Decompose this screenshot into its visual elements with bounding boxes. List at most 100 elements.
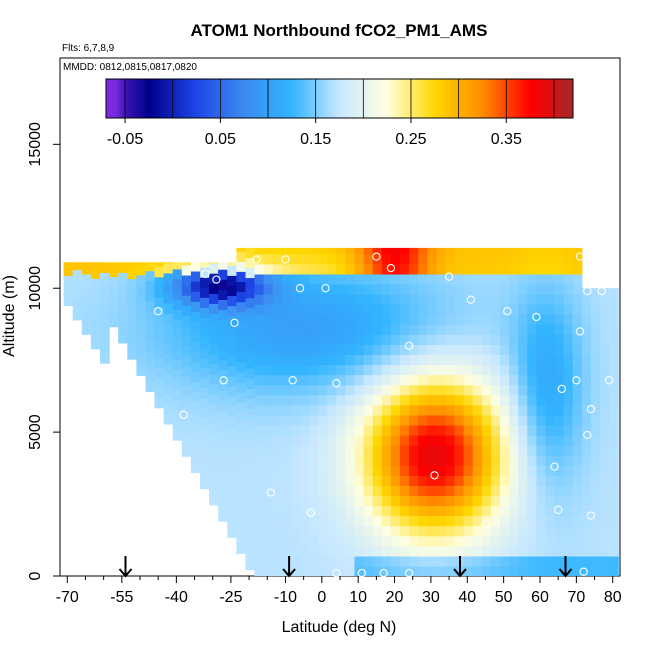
heatmap-cell: [518, 465, 528, 476]
heatmap-cell: [381, 273, 392, 285]
heatmap-cell: [300, 555, 310, 567]
heatmap-cell: [209, 404, 219, 415]
heatmap-cell: [372, 374, 383, 386]
heatmap-cell: [209, 414, 219, 425]
heatmap-cell: [245, 509, 256, 520]
colorbar-segment: [251, 79, 256, 118]
heatmap-cell: [563, 515, 574, 527]
heatmap-cell: [72, 279, 83, 291]
heatmap-cell: [354, 374, 365, 386]
heatmap-cell: [236, 301, 247, 313]
heatmap-cell: [500, 354, 510, 366]
heatmap-cell: [445, 424, 456, 436]
heatmap-cell: [300, 304, 310, 315]
colorbar-segment: [301, 79, 305, 118]
heatmap-cell: [63, 265, 74, 276]
heatmap-cell: [190, 381, 201, 393]
heatmap-cell: [509, 485, 519, 497]
heatmap-cell: [290, 445, 301, 456]
heatmap-cell: [472, 364, 483, 376]
heatmap-cell: [81, 273, 92, 285]
heatmap-cell: [581, 515, 592, 527]
heatmap-cell: [409, 294, 419, 305]
flight-point: [430, 471, 439, 480]
heatmap-cell: [472, 565, 483, 576]
heatmap-cell: [372, 394, 383, 406]
colorbar-segment: [570, 79, 574, 118]
heatmap-cell: [109, 276, 119, 288]
heatmap-cell: [554, 334, 565, 345]
heatmap-cell: [227, 386, 237, 397]
heatmap-cell: [327, 294, 337, 305]
heatmap-cell: [281, 273, 292, 285]
heatmap-cell: [490, 283, 501, 295]
heatmap-cell: [181, 345, 192, 357]
colorbar-segment: [260, 79, 265, 118]
heatmap-cell: [581, 414, 592, 426]
heatmap-field: [63, 247, 619, 576]
heatmap-cell: [581, 445, 592, 456]
heatmap-cell: [181, 335, 192, 346]
heatmap-cell: [327, 424, 337, 436]
heatmap-cell: [363, 495, 374, 507]
heatmap-cell: [363, 465, 374, 476]
heatmap-cell: [318, 334, 328, 345]
colorbar-segment: [514, 79, 519, 118]
heatmap-cell: [372, 495, 383, 507]
heatmap-cell: [581, 505, 592, 517]
heatmap-cell: [281, 263, 292, 275]
heatmap-cell: [200, 357, 210, 369]
heatmap-cell: [427, 247, 437, 255]
heatmap-cell: [436, 263, 447, 275]
heatmap-cell: [300, 414, 310, 426]
heatmap-cell: [400, 424, 410, 436]
heatmap-cell: [527, 263, 537, 275]
heatmap-cell: [263, 485, 274, 497]
heatmap-cell: [454, 465, 465, 476]
heatmap-cell: [609, 364, 619, 376]
heatmap-cell: [572, 364, 583, 376]
heatmap-cell: [554, 515, 565, 527]
heatmap-cell: [563, 283, 574, 295]
heatmap-cell: [309, 294, 319, 305]
heatmap-cell: [372, 304, 383, 315]
colorbar: -0.05 0.05 0.15 0.25 0.35: [105, 78, 574, 148]
heatmap-cell: [100, 272, 110, 284]
heatmap-cell: [390, 354, 401, 366]
heatmap-cell: [427, 364, 437, 376]
heatmap-cell: [154, 357, 165, 368]
colorbar-tick-label: 0.05: [205, 131, 236, 148]
heatmap-cell: [436, 334, 447, 345]
heatmap-cell: [600, 555, 610, 567]
heatmap-cell: [472, 495, 483, 507]
heatmap-cell: [554, 505, 565, 517]
latitude-arrow: [558, 556, 573, 578]
heatmap-cell: [272, 324, 283, 335]
heatmap-cell: [354, 394, 365, 406]
heatmap-cell: [518, 273, 528, 285]
heatmap-cell: [463, 344, 474, 355]
heatmap-cell: [254, 263, 265, 275]
heatmap-cell: [518, 384, 528, 396]
heatmap-cell: [472, 525, 483, 537]
heatmap-cell: [400, 283, 410, 295]
heatmap-cell: [563, 314, 574, 325]
colorbar-segment: [211, 79, 215, 118]
heatmap-cell: [272, 404, 283, 416]
heatmap-cell: [236, 362, 247, 373]
heatmap-cell: [318, 374, 328, 386]
colorbar-segment: [567, 79, 571, 118]
heatmap-cell: [563, 525, 574, 537]
heatmap-cell: [472, 384, 483, 396]
heatmap-cell: [354, 354, 365, 366]
heatmap-cell: [363, 283, 374, 295]
colorbar-tick-label: 0.15: [300, 131, 331, 148]
heatmap-cell: [300, 404, 310, 416]
heatmap-cell: [381, 445, 392, 456]
heatmap-cell: [309, 424, 319, 436]
heatmap-cell: [390, 334, 401, 345]
heatmap-cell: [472, 445, 483, 456]
x-tick-label: 0: [317, 589, 326, 606]
heatmap-cell: [445, 314, 456, 325]
heatmap-cell: [390, 495, 401, 507]
